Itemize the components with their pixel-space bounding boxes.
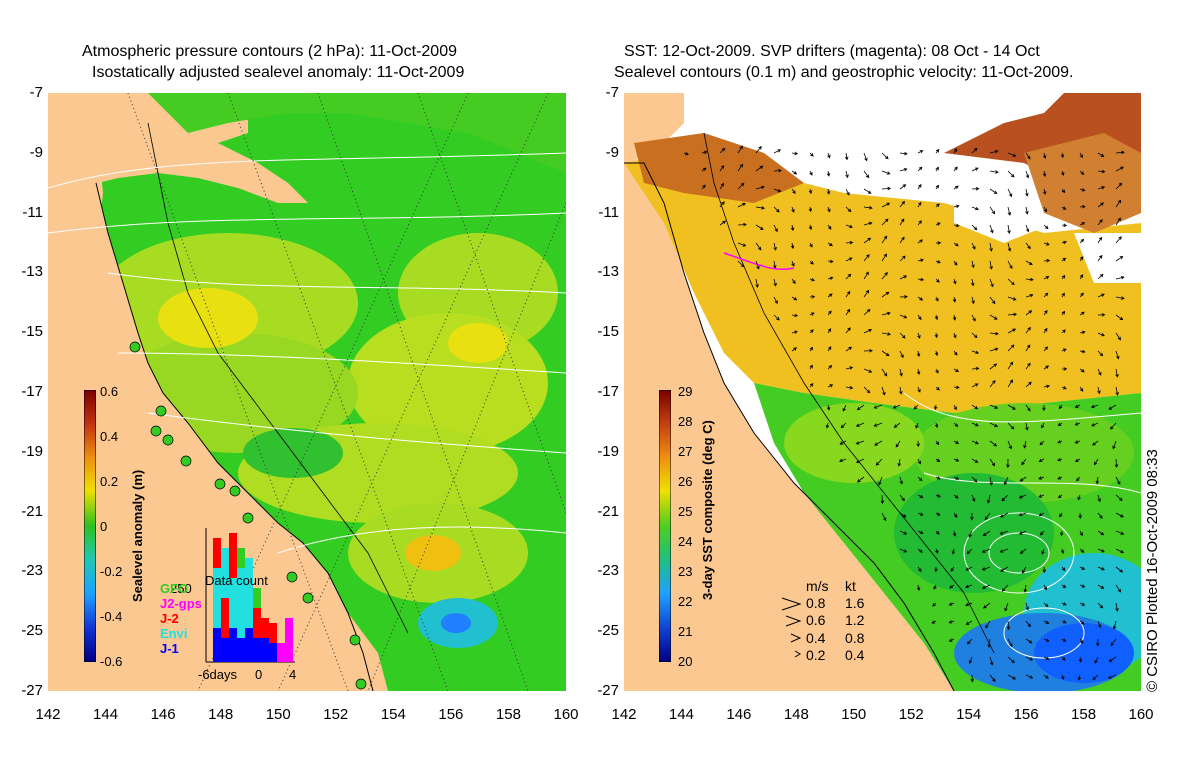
right-xtick-4: 150 <box>841 706 867 723</box>
left-xtick-4: 150 <box>265 706 291 723</box>
sst-map-svg <box>624 93 1141 691</box>
right-title-line2: Sealevel contours (0.1 m) and geostrophi… <box>614 64 1074 81</box>
sst-map[interactable] <box>624 93 1141 691</box>
left-xtick-9: 160 <box>553 706 579 723</box>
sst-colorbar <box>659 390 671 662</box>
left-ytick-3: -13 <box>21 263 43 281</box>
velocity-row-2-kt: 0.8 <box>845 630 865 646</box>
velocity-row-3-ms: 0.2 <box>806 647 826 663</box>
left-ytick-10: -27 <box>21 682 43 699</box>
sla-tick-3: 0 <box>100 519 108 534</box>
data-count-xtick-0: -6days <box>198 667 238 682</box>
sst-tick-8: 21 <box>678 624 693 639</box>
mission-gfo: GFO <box>160 581 189 596</box>
sealevel-colorbar <box>84 390 96 662</box>
mission-j2-gps: J2-gps <box>160 596 202 611</box>
right-ytick-1: -9 <box>605 143 619 161</box>
velocity-row-1-ms: 0.6 <box>806 612 826 628</box>
sst-tick-5: 24 <box>678 534 693 549</box>
velocity-row-3-kt: 0.4 <box>845 647 865 663</box>
sla-tick-5: -0.4 <box>100 609 123 624</box>
mission-j1: J-1 <box>160 641 179 656</box>
velocity-legend-arrows <box>781 597 802 658</box>
data-count-histogram <box>205 528 295 663</box>
left-xtick-2: 146 <box>150 706 176 723</box>
sla-tick-2: 0.2 <box>100 474 119 489</box>
left-xtick-6: 154 <box>380 706 406 723</box>
sst-tick-6: 23 <box>678 564 693 579</box>
left-xtick-8: 158 <box>495 706 521 723</box>
left-xtick-0: 142 <box>35 706 61 723</box>
left-ytick-6: -19 <box>21 442 43 460</box>
right-ytick-10: -27 <box>597 682 619 699</box>
data-count-xtick-1: 0 <box>255 667 263 682</box>
velocity-arrows <box>683 145 1125 683</box>
left-ytick-4: -15 <box>21 323 43 341</box>
velocity-row-0-kt: 1.6 <box>845 595 865 611</box>
right-ytick-9: -25 <box>597 622 619 640</box>
velocity-row-2-ms: 0.4 <box>806 630 826 646</box>
data-count-label: Data count <box>205 573 268 588</box>
velocity-header-ms: m/s <box>806 578 829 594</box>
right-ytick-3: -13 <box>597 263 619 281</box>
copyright-text: © CSIRO Plotted 16-Oct-2009 08:33 <box>1144 449 1161 692</box>
left-xtick-5: 152 <box>323 706 349 723</box>
sealevel-anomaly-map-svg <box>48 93 566 691</box>
right-title-line1: SST: 12-Oct-2009. SVP drifters (magenta)… <box>624 43 1040 60</box>
sealevel-anomaly-map[interactable] <box>48 93 566 691</box>
sst-tick-0: 29 <box>678 384 693 399</box>
left-title-line2: Isostatically adjusted sealevel anomaly:… <box>92 64 465 81</box>
left-ytick-2: -11 <box>22 203 43 221</box>
right-ytick-0: -7 <box>605 84 619 101</box>
right-ytick-4: -15 <box>597 323 619 341</box>
mission-j2: J-2 <box>160 611 179 626</box>
sst-tick-4: 25 <box>678 504 693 519</box>
left-ytick-8: -23 <box>21 562 43 580</box>
sst-tick-3: 26 <box>678 474 693 489</box>
data-count-xtick-2: 4 <box>289 667 297 682</box>
sla-tick-4: -0.2 <box>100 564 123 579</box>
right-xtick-2: 146 <box>726 706 752 723</box>
left-xtick-7: 156 <box>438 706 464 723</box>
left-ytick-5: -17 <box>21 383 43 400</box>
right-ytick-6: -19 <box>597 442 619 460</box>
left-ytick-7: -21 <box>21 502 43 520</box>
right-ytick-5: -17 <box>597 383 619 400</box>
velocity-row-0-ms: 0.8 <box>806 595 826 611</box>
sst-tick-9: 20 <box>678 654 693 669</box>
right-ytick-7: -21 <box>597 502 619 520</box>
mission-envi: Envi <box>160 626 188 641</box>
left-ytick-0: -7 <box>29 84 43 101</box>
left-ytick-1: -9 <box>29 143 43 161</box>
right-xtick-7: 156 <box>1013 706 1039 723</box>
sla-tick-1: 0.4 <box>100 429 119 444</box>
left-title-line1: Atmospheric pressure contours (2 hPa): 1… <box>82 43 457 60</box>
sst-tick-2: 27 <box>678 444 693 459</box>
sla-colorbar-label: Sealevel anomaly (m) <box>130 469 145 602</box>
right-xtick-1: 144 <box>668 706 694 723</box>
left-xtick-1: 144 <box>93 706 119 723</box>
right-xtick-8: 158 <box>1071 706 1097 723</box>
right-xtick-5: 152 <box>898 706 924 723</box>
sst-tick-1: 28 <box>678 414 693 429</box>
sst-colorbar-label: 3-day SST composite (deg C) <box>700 420 715 600</box>
right-xtick-6: 154 <box>956 706 982 723</box>
sla-tick-6: -0.6 <box>100 654 123 669</box>
left-xtick-3: 148 <box>208 706 234 723</box>
sst-tick-7: 22 <box>678 594 693 609</box>
velocity-row-1-kt: 1.2 <box>845 612 865 628</box>
velocity-header-kt: kt <box>845 578 856 594</box>
data-count-250: 250 <box>170 581 192 596</box>
right-xtick-9: 160 <box>1128 706 1154 723</box>
right-ytick-8: -23 <box>597 562 619 580</box>
left-ytick-9: -25 <box>21 622 43 640</box>
right-xtick-0: 142 <box>611 706 637 723</box>
sla-tick-0: 0.6 <box>100 384 119 399</box>
right-xtick-3: 148 <box>783 706 809 723</box>
right-ytick-2: -11 <box>598 203 619 221</box>
